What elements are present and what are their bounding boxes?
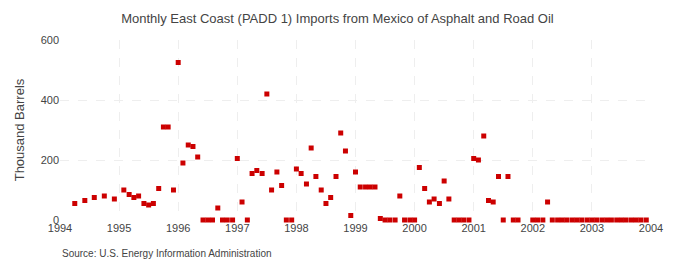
svg-text:2004: 2004 [639, 222, 663, 234]
svg-text:1995: 1995 [107, 222, 131, 234]
svg-text:400: 400 [41, 94, 59, 106]
svg-text:2002: 2002 [521, 222, 545, 234]
svg-text:2003: 2003 [580, 222, 604, 234]
svg-text:1997: 1997 [225, 222, 249, 234]
svg-text:0: 0 [53, 214, 59, 226]
svg-text:Monthly East Coast (PADD 1) Im: Monthly East Coast (PADD 1) Imports from… [121, 11, 554, 26]
svg-text:1999: 1999 [343, 222, 367, 234]
svg-text:600: 600 [41, 34, 59, 46]
svg-text:200: 200 [41, 154, 59, 166]
svg-text:2001: 2001 [461, 222, 485, 234]
svg-text:1996: 1996 [166, 222, 190, 234]
svg-text:2000: 2000 [402, 222, 426, 234]
svg-text:1994: 1994 [48, 222, 72, 234]
svg-text:Source: U.S. Energy Informatio: Source: U.S. Energy Information Administ… [62, 248, 272, 259]
svg-text:Thousand Barrels: Thousand Barrels [12, 78, 27, 181]
svg-text:1998: 1998 [284, 222, 308, 234]
